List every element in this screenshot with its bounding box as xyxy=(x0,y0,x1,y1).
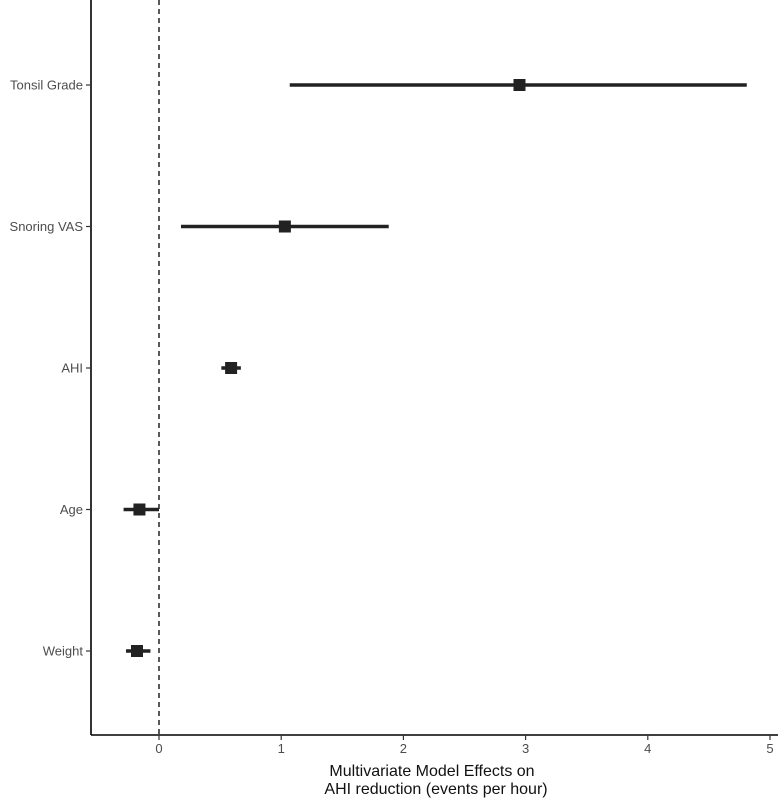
y-tick-label-age: Age xyxy=(60,502,83,517)
estimate-marker-weight xyxy=(131,645,144,657)
x-tick-label-1: 1 xyxy=(278,741,285,756)
y-tick-label-ahi: AHI xyxy=(61,361,83,376)
estimate-marker-tonsil-grade xyxy=(513,79,526,91)
estimate-marker-snoring-vas xyxy=(278,220,291,233)
x-tick-label-5: 5 xyxy=(766,741,773,756)
x-tick-label-0: 0 xyxy=(155,741,162,756)
x-tick-label-4: 4 xyxy=(644,741,651,756)
estimate-marker-age xyxy=(133,503,146,516)
estimate-marker-ahi xyxy=(225,362,238,374)
x-tick-label-2: 2 xyxy=(400,741,407,756)
y-tick-label-snoring-vas: Snoring VAS xyxy=(10,219,84,234)
y-tick-label-tonsil-grade: Tonsil Grade xyxy=(10,78,83,93)
x-tick-label-3: 3 xyxy=(522,741,529,756)
x-axis-title-line-1: Multivariate Model Effects on xyxy=(329,763,534,780)
y-tick-label-weight: Weight xyxy=(43,644,84,659)
x-axis-title-line-2: AHI reduction (events per hour) xyxy=(324,781,547,798)
